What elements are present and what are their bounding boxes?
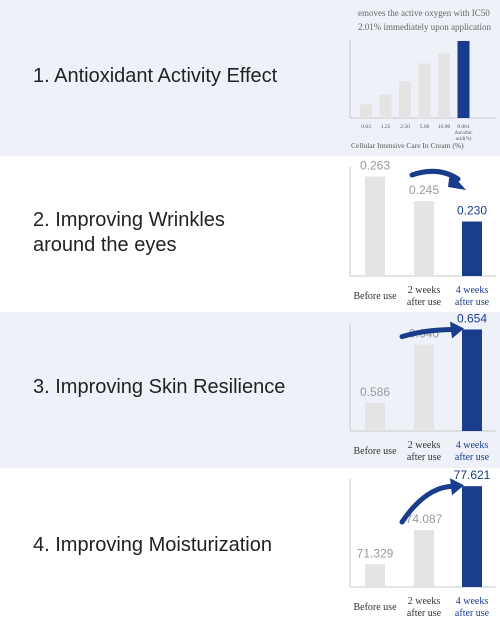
category-label: 4 weeks — [456, 440, 489, 451]
bar — [399, 80, 411, 118]
tick-label: 10.00 — [438, 124, 451, 130]
x-axis-label: Cellular Intensive Care In Cream (%) — [351, 141, 464, 150]
panel-moisturization: 4. Improving Moisturization 71.329 Before… — [0, 468, 500, 625]
bar — [418, 63, 431, 118]
section-heading: 1. Antioxidant Activity Effect — [33, 65, 278, 87]
bar — [462, 486, 482, 587]
tick-label: 0.63 — [361, 124, 371, 130]
trend-arrow — [399, 326, 457, 340]
panel-resilience: 3. Improving Skin Resilience 0.586 Before… — [0, 311, 500, 468]
tick-label: acid(%) — [456, 137, 472, 142]
data-label: 0.586 — [360, 385, 390, 399]
data-label: 71.329 — [357, 546, 394, 560]
tick-label: 5.00 — [420, 124, 430, 130]
arrow-head — [448, 172, 466, 190]
note-line-1: emoves the active oxygen with IC50 — [358, 8, 490, 18]
panel-wrinkles: 2. Improving Wrinkles around the eyes 0.… — [0, 156, 500, 312]
category-label: after use — [455, 297, 490, 308]
tick-label: Ascorbic — [454, 131, 473, 136]
tick-label: 0.001 — [457, 124, 470, 130]
bar — [438, 53, 450, 118]
bar — [365, 564, 385, 587]
category-label: Before use — [353, 602, 397, 613]
trend-arrow — [409, 168, 461, 182]
bar — [414, 201, 434, 276]
category-label: 2 weeks — [408, 285, 441, 296]
category-label: 2 weeks — [408, 440, 441, 451]
bar — [365, 402, 385, 431]
data-label: 0.245 — [409, 183, 439, 197]
data-label: 0.263 — [360, 159, 390, 173]
bar — [462, 221, 482, 276]
arrow-head — [450, 478, 464, 496]
category-label: 4 weeks — [456, 596, 489, 607]
tick-label: 2.50 — [400, 124, 410, 130]
category-label: after use — [407, 452, 442, 463]
category-label: Before use — [353, 446, 397, 457]
category-label: 2 weeks — [408, 596, 441, 607]
data-label: 74.087 — [406, 512, 443, 526]
bar — [457, 40, 470, 118]
data-label: 0.230 — [457, 204, 487, 218]
bar — [360, 104, 372, 118]
tick-label: 1.25 — [381, 124, 391, 130]
bar — [462, 329, 482, 431]
section-heading: 4. Improving Moisturization — [33, 534, 272, 556]
category-label: after use — [407, 608, 442, 619]
bar — [414, 530, 434, 587]
section-heading: 3. Improving Skin Resilience — [33, 376, 286, 398]
category-label: after use — [455, 452, 490, 463]
bar — [379, 94, 392, 118]
trend-arrow — [399, 483, 457, 525]
antioxidant-chart: emoves the active oxygen with IC50 2.01%… — [349, 8, 496, 150]
note-line-2: 2.01% immediately upon application — [358, 22, 491, 32]
bar — [365, 176, 385, 276]
data-label: 77.621 — [454, 468, 491, 482]
category-label: after use — [455, 608, 490, 619]
section-heading: 2. Improving Wrinkles around the eyes — [33, 209, 225, 256]
category-label: 4 weeks — [456, 285, 489, 296]
panel-antioxidant: 1. Antioxidant Activity Effect emoves th… — [0, 0, 500, 156]
category-label: Before use — [353, 291, 397, 302]
data-label: 0.654 — [457, 311, 487, 325]
category-label: after use — [407, 297, 442, 308]
bar — [414, 344, 434, 431]
arrow-head — [450, 321, 464, 339]
